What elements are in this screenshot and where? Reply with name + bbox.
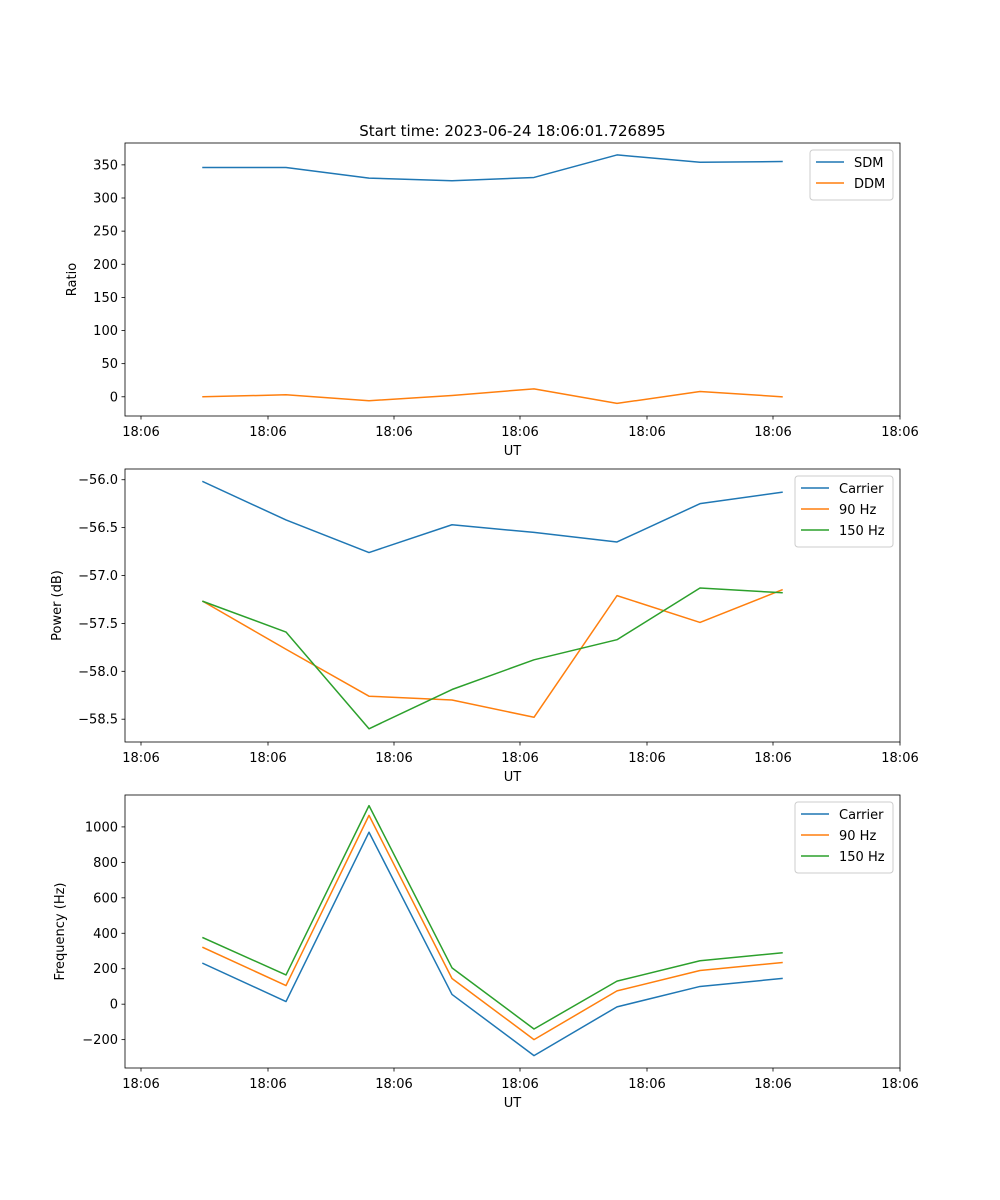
legend-label: DDM: [854, 177, 885, 192]
series-line-150-hz: [202, 804, 783, 1030]
legend: Carrier 90 Hz 150 Hz: [794, 475, 894, 548]
y-tick-label: 1000: [85, 820, 118, 835]
axes-frame: [124, 142, 901, 417]
series-line-carrier: [202, 480, 783, 554]
axes-3: 18:06 18:06 18:06 18:06 18:06 18:06 18:06 −200 0…: [53, 794, 919, 1111]
y-tick-label: −200: [82, 1033, 118, 1048]
x-axis-label: UT: [504, 770, 522, 785]
axes-1: 18:06 18:06 18:06 18:06 18:06 18:06 18:06 0 50 10…: [65, 142, 919, 459]
x-tick-label: 18:06: [249, 1077, 286, 1092]
y-tick-label: −57.5: [78, 617, 118, 632]
series-line-90-hz: [201, 588, 783, 719]
x-tick-label: 18:06: [501, 751, 538, 766]
series-line-sdm: [202, 154, 783, 182]
series-line-90-hz: [202, 814, 783, 1041]
x-tick-label: 18:06: [122, 1077, 159, 1092]
y-tick-label: 200: [93, 962, 118, 977]
legend-label: 150 Hz: [839, 850, 885, 865]
y-tick-label: 0: [110, 390, 118, 405]
y-tick-label: −57.0: [78, 569, 118, 584]
y-tick-label: 300: [93, 191, 118, 206]
y-tick-label: 200: [93, 258, 118, 273]
x-tick-label: 18:06: [249, 425, 286, 440]
legend-label: 150 Hz: [839, 524, 885, 539]
x-tick-label: 18:06: [754, 425, 791, 440]
x-tick-label: 18:06: [881, 751, 918, 766]
figure-title: Start time: 2023-06-24 18:06:01.726895: [359, 122, 665, 140]
x-tick-label: 18:06: [122, 751, 159, 766]
x-axis-label: UT: [504, 1096, 522, 1111]
y-tick-label: 250: [93, 225, 118, 240]
y-axis-label: Frequency (Hz): [53, 882, 68, 980]
series-line-carrier: [202, 831, 783, 1057]
x-tick-label: 18:06: [375, 751, 412, 766]
legend-label: 90 Hz: [839, 829, 876, 844]
plots-container: 18:06 18:06 18:06 18:06 18:06 18:06 18:06 0 50 10…: [50, 142, 919, 1111]
x-tick-label: 18:06: [754, 1077, 791, 1092]
x-tick-label: 18:06: [628, 751, 665, 766]
legend-label: 90 Hz: [839, 503, 876, 518]
x-tick-label: 18:06: [754, 751, 791, 766]
y-axis-label: Ratio: [65, 263, 80, 296]
x-tick-label: 18:06: [501, 1077, 538, 1092]
x-axis-label: UT: [504, 444, 522, 459]
axes-2: 18:06 18:06 18:06 18:06 18:06 18:06 18:06 −58.5…: [50, 468, 919, 785]
legend-label: Carrier: [839, 482, 884, 497]
y-tick-label: 0: [110, 998, 118, 1013]
y-tick-label: 50: [101, 357, 118, 372]
legend-label: SDM: [854, 156, 883, 171]
y-axis-label: Power (dB): [50, 570, 65, 641]
x-tick-label: 18:06: [501, 425, 538, 440]
y-tick-label: −56.0: [78, 473, 118, 488]
series-line-150-hz: [202, 587, 783, 730]
axes-frame: [124, 794, 901, 1069]
legend-label: Carrier: [839, 808, 884, 823]
x-tick-label: 18:06: [628, 425, 665, 440]
x-tick-label: 18:06: [628, 1077, 665, 1092]
legend: SDM DDM: [809, 149, 894, 201]
x-tick-label: 18:06: [249, 751, 286, 766]
x-tick-label: 18:06: [375, 425, 412, 440]
series-line-ddm: [202, 388, 783, 405]
y-tick-label: −56.5: [78, 521, 118, 536]
axes-frame: [124, 468, 901, 743]
y-tick-label: 100: [93, 324, 118, 339]
legend: Carrier 90 Hz 150 Hz: [794, 801, 894, 874]
x-tick-label: 18:06: [881, 1077, 918, 1092]
y-tick-label: 400: [93, 927, 118, 942]
y-tick-label: −58.0: [78, 665, 118, 680]
y-tick-label: 800: [93, 856, 118, 871]
x-tick-label: 18:06: [881, 425, 918, 440]
x-tick-label: 18:06: [122, 425, 159, 440]
x-tick-label: 18:06: [375, 1077, 412, 1092]
y-tick-label: 600: [93, 891, 118, 906]
y-tick-label: 150: [93, 291, 118, 306]
y-tick-label: 350: [93, 158, 118, 173]
y-tick-label: −58.5: [78, 713, 118, 728]
